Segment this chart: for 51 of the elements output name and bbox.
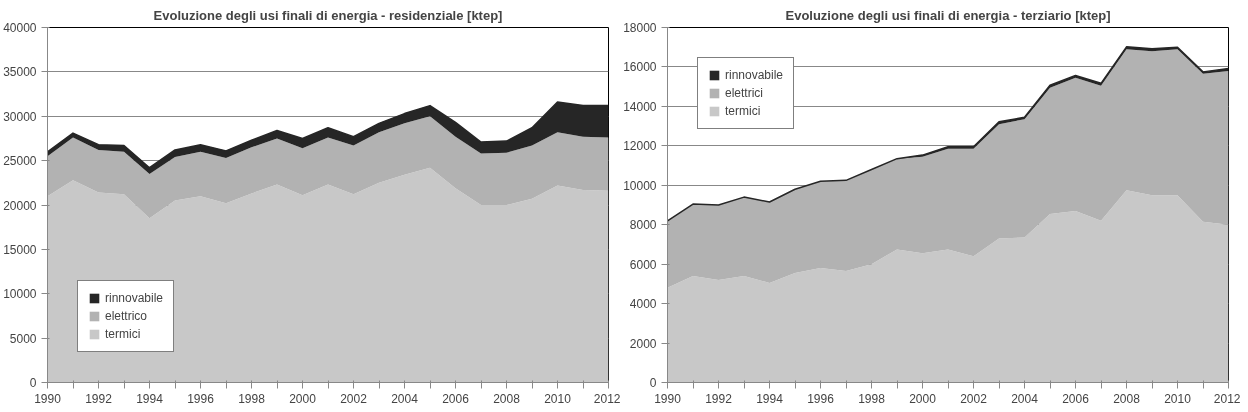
y-tick-label: 5000 [9,331,37,346]
y-tick-label: 0 [29,376,37,390]
legend-label: rinnovabile [105,291,164,305]
x-tick-label: 1996 [187,391,215,406]
y-tick-label: 8000 [629,218,657,233]
y-tick-label: 14000 [623,99,657,114]
y-tick-label: 10000 [623,178,657,193]
x-tick-label: 2008 [1113,391,1141,406]
x-tick-label: 2000 [289,391,317,406]
chart-title: Evoluzione degli usi finali di energia - residenziale [ktep] [153,7,503,23]
x-tick-label: 2006 [1062,391,1090,406]
y-tick-label: 35000 [3,65,37,80]
y-tick-label: 16000 [623,60,657,75]
x-tick-label: 2002 [960,391,988,406]
chart-title: Evoluzione degli usi finali di energia - terziario [ktep] [785,7,1111,23]
legend-label: termici [725,104,761,118]
y-tick-label: 2000 [629,336,657,351]
y-tick-label: 40000 [3,21,37,35]
x-tick-label: 1990 [654,391,682,406]
x-tick-label: 2004 [1011,391,1039,406]
y-tick-label: 6000 [629,257,657,272]
x-tick-label: 1992 [705,391,733,406]
y-tick-label: 12000 [623,139,657,154]
x-tick-label: 1998 [858,391,886,406]
y-tick-label: 10000 [3,287,37,302]
legend-label: elettrico [105,309,148,323]
y-tick-label: 18000 [623,21,657,35]
x-tick-label: 2002 [340,391,368,406]
legend-label: termici [105,327,141,341]
x-tick-label: 2008 [493,391,521,406]
x-tick-label: 2012 [593,391,621,406]
x-tick-label: 2006 [442,391,470,406]
x-tick-label: 2010 [1164,391,1192,406]
y-tick-label: 4000 [629,297,657,312]
x-tick-label: 1992 [85,391,113,406]
x-tick-label: 2004 [391,391,419,406]
x-tick-label: 1996 [807,391,835,406]
legend-label: rinnovabile [725,68,784,82]
legend-label: elettrici [725,86,764,100]
x-tick-label: 1990 [34,391,62,406]
y-tick-label: 0 [649,376,657,390]
y-tick-label: 25000 [3,154,37,169]
x-tick-label: 1998 [238,391,266,406]
y-tick-label: 20000 [3,198,37,213]
y-tick-label: 30000 [3,109,37,124]
x-tick-label: 1994 [756,391,784,406]
y-tick-label: 15000 [3,242,37,257]
x-tick-label: 1994 [136,391,164,406]
x-tick-label: 2000 [909,391,937,406]
x-tick-label: 2010 [544,391,572,406]
x-tick-label: 2012 [1213,391,1241,406]
